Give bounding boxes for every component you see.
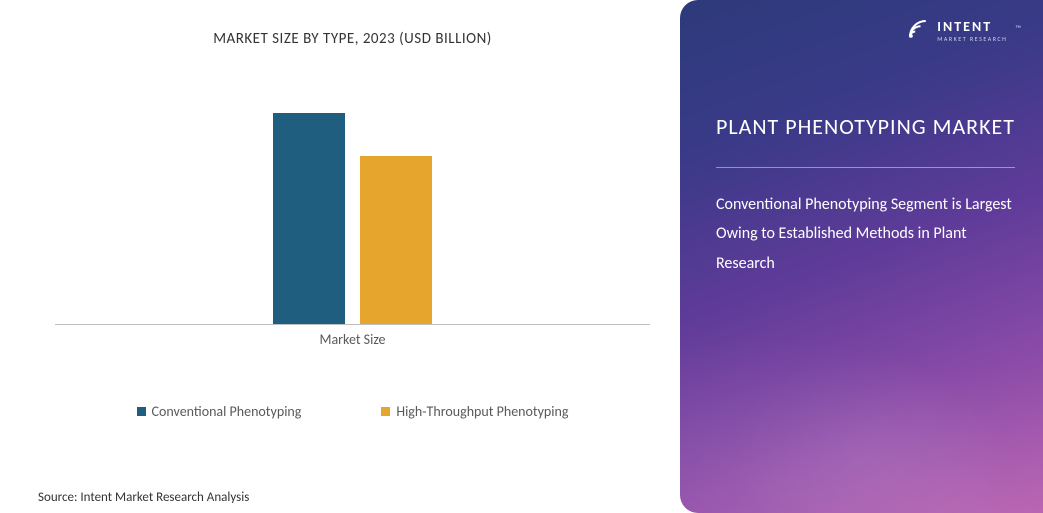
bar-conventional: [273, 113, 345, 324]
panel-description: Conventional Phenotyping Segment is Larg…: [716, 190, 1015, 279]
brand-logo: INTENT MARKET RESEARCH ™: [903, 14, 1021, 47]
chart-title: MARKET SIZE BY TYPE, 2023 (USD BILLION): [55, 30, 650, 48]
logo-tm: ™: [1015, 24, 1021, 34]
logo-text: INTENT MARKET RESEARCH: [937, 20, 1007, 42]
chart-legend: Conventional Phenotyping High-Throughput…: [55, 403, 650, 420]
legend-item-conventional: Conventional Phenotyping: [137, 403, 302, 420]
legend-label: Conventional Phenotyping: [152, 403, 302, 420]
source-text: Source: Intent Market Research Analysis: [38, 490, 249, 505]
info-panel: INTENT MARKET RESEARCH ™ PLANT PHENOTYPI…: [680, 0, 1043, 513]
legend-item-high-throughput: High-Throughput Phenotyping: [381, 403, 568, 420]
panel-divider: [716, 167, 1015, 168]
legend-label: High-Throughput Phenotyping: [396, 403, 568, 420]
legend-swatch: [381, 407, 390, 416]
legend-swatch: [137, 407, 146, 416]
chart-x-label: Market Size: [55, 331, 650, 348]
panel-title: PLANT PHENOTYPING MARKET: [716, 112, 1015, 143]
bar-high-throughput: [360, 156, 432, 324]
logo-sub: MARKET RESEARCH: [937, 36, 1007, 42]
chart-panel: MARKET SIZE BY TYPE, 2023 (USD BILLION) …: [0, 0, 680, 513]
logo-main: INTENT: [937, 20, 1007, 34]
chart-area: Market Size: [55, 78, 650, 348]
wifi-icon: [903, 14, 931, 47]
chart-plot: [55, 78, 650, 325]
